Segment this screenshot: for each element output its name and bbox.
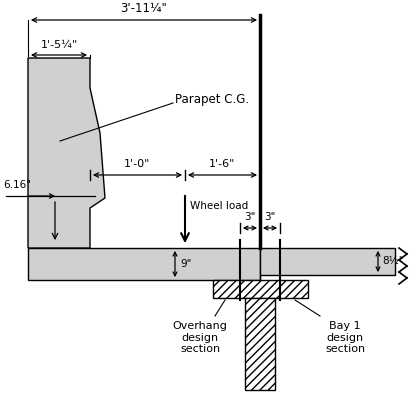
Text: Bay 1
design
section: Bay 1 design section — [325, 321, 365, 354]
Text: 1'-0": 1'-0" — [124, 159, 151, 169]
Bar — [213, 280, 308, 298]
Text: 3": 3" — [244, 212, 256, 222]
Text: Parapet C.G.: Parapet C.G. — [175, 93, 249, 106]
Text: 6.16": 6.16" — [3, 180, 31, 190]
Text: 3'-11¼": 3'-11¼" — [120, 2, 167, 15]
Text: 8½": 8½" — [382, 256, 404, 266]
Text: 1'-5¼": 1'-5¼" — [40, 40, 78, 50]
Polygon shape — [28, 58, 105, 248]
Polygon shape — [28, 248, 260, 280]
Text: 1'-6": 1'-6" — [209, 159, 236, 169]
Text: 3": 3" — [264, 212, 276, 222]
Bar — [245, 298, 275, 390]
Text: Wheel load: Wheel load — [190, 201, 248, 211]
Text: 9": 9" — [180, 259, 192, 269]
Text: Overhang
design
section: Overhang design section — [173, 321, 227, 354]
Polygon shape — [260, 248, 395, 275]
